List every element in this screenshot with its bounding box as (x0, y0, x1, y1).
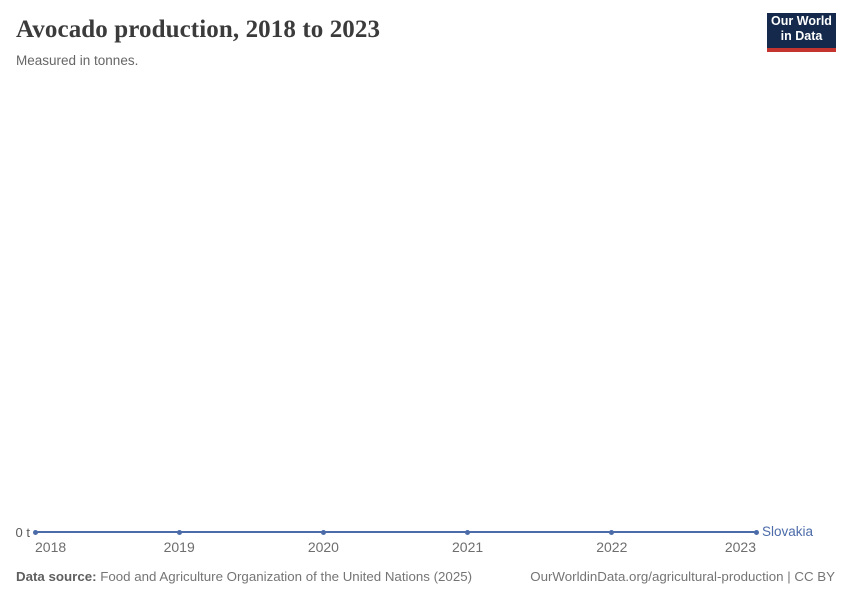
x-tick-label: 2021 (452, 539, 484, 555)
data-point-marker (465, 529, 471, 535)
owid-logo-line2: in Data (780, 28, 823, 43)
series-entity-label: Slovakia (762, 524, 814, 539)
data-source-text: Food and Agriculture Organization of the… (96, 569, 473, 584)
data-point-marker (32, 529, 38, 535)
data-source-label: Data source: (16, 569, 97, 584)
data-point-marker (609, 529, 615, 535)
owid-logo-line1: Our World (771, 13, 832, 28)
data-point-marker (320, 529, 326, 535)
series-line-slovakia (35, 531, 756, 533)
y-axis-zero-label: 0 t (15, 524, 30, 540)
x-tick-label: 2019 (163, 539, 195, 555)
chart-subtitle: Measured in tonnes. (16, 53, 139, 68)
license-link-text: OurWorldinData.org/agricultural-producti… (530, 569, 835, 584)
chart-title: Avocado production, 2018 to 2023 (16, 16, 381, 43)
x-tick-label: 2023 (724, 539, 756, 555)
x-tick-label: 2022 (596, 539, 628, 555)
owid-logo: Our World in Data (767, 13, 836, 52)
data-point-marker (176, 529, 182, 535)
chart-footer: Data source: Food and Agriculture Organi… (16, 568, 835, 585)
x-tick-label: 2020 (307, 539, 339, 555)
data-source-note: Data source: Food and Agriculture Organi… (16, 568, 472, 585)
data-point-marker (753, 529, 759, 535)
x-tick-label: 2018 (35, 539, 67, 555)
